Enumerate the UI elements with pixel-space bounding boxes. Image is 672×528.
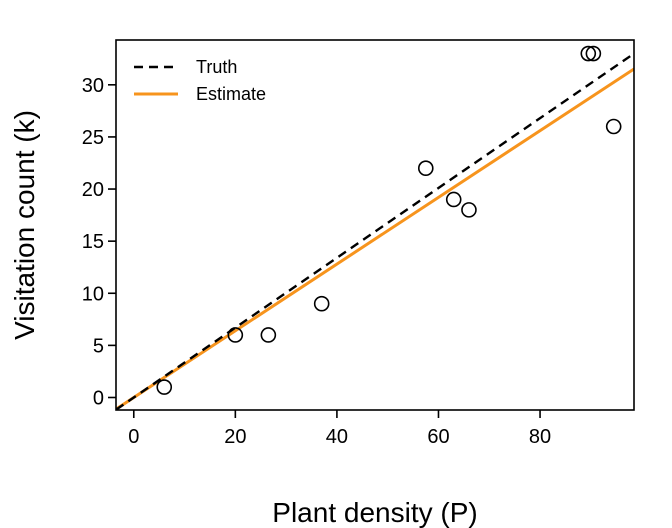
y-axis-label: Visitation count (k) [9, 110, 40, 340]
legend: Truth Estimate [134, 57, 266, 104]
truth-legend-label: Truth [196, 57, 237, 77]
data-point [260, 327, 277, 343]
fit-lines [116, 52, 634, 410]
y-tick-label: 20 [82, 179, 104, 201]
x-tick-label: 60 [427, 426, 449, 448]
x-tick-label: 20 [224, 426, 246, 448]
x-tick-label: 80 [529, 426, 551, 448]
y-tick-label: 5 [93, 335, 104, 357]
data-point [227, 327, 244, 343]
estimate-line [116, 67, 634, 410]
data-point [461, 202, 477, 218]
data-point [417, 160, 434, 176]
data-point [313, 295, 330, 312]
truth-line [116, 52, 634, 410]
x-axis-label: Plant density (P) [272, 497, 477, 528]
data-point [445, 191, 462, 208]
data-point [580, 45, 597, 62]
data-point [585, 45, 602, 62]
y-tick-label: 15 [82, 231, 104, 253]
estimate-legend-label: Estimate [196, 84, 266, 104]
y-tick-label: 25 [82, 127, 104, 149]
y-axis: 0 5 10 15 20 25 30 [82, 75, 116, 409]
y-tick-label: 10 [82, 283, 104, 305]
x-axis: 0 20 40 60 80 [128, 410, 551, 448]
plot-frame [115, 39, 635, 411]
x-tick-label: 0 [128, 426, 139, 448]
data-point [156, 379, 173, 395]
x-tick-label: 40 [326, 426, 348, 448]
y-tick-label: 30 [82, 75, 104, 97]
data-points [156, 45, 622, 395]
y-tick-label: 0 [93, 387, 104, 409]
data-point [605, 118, 622, 135]
